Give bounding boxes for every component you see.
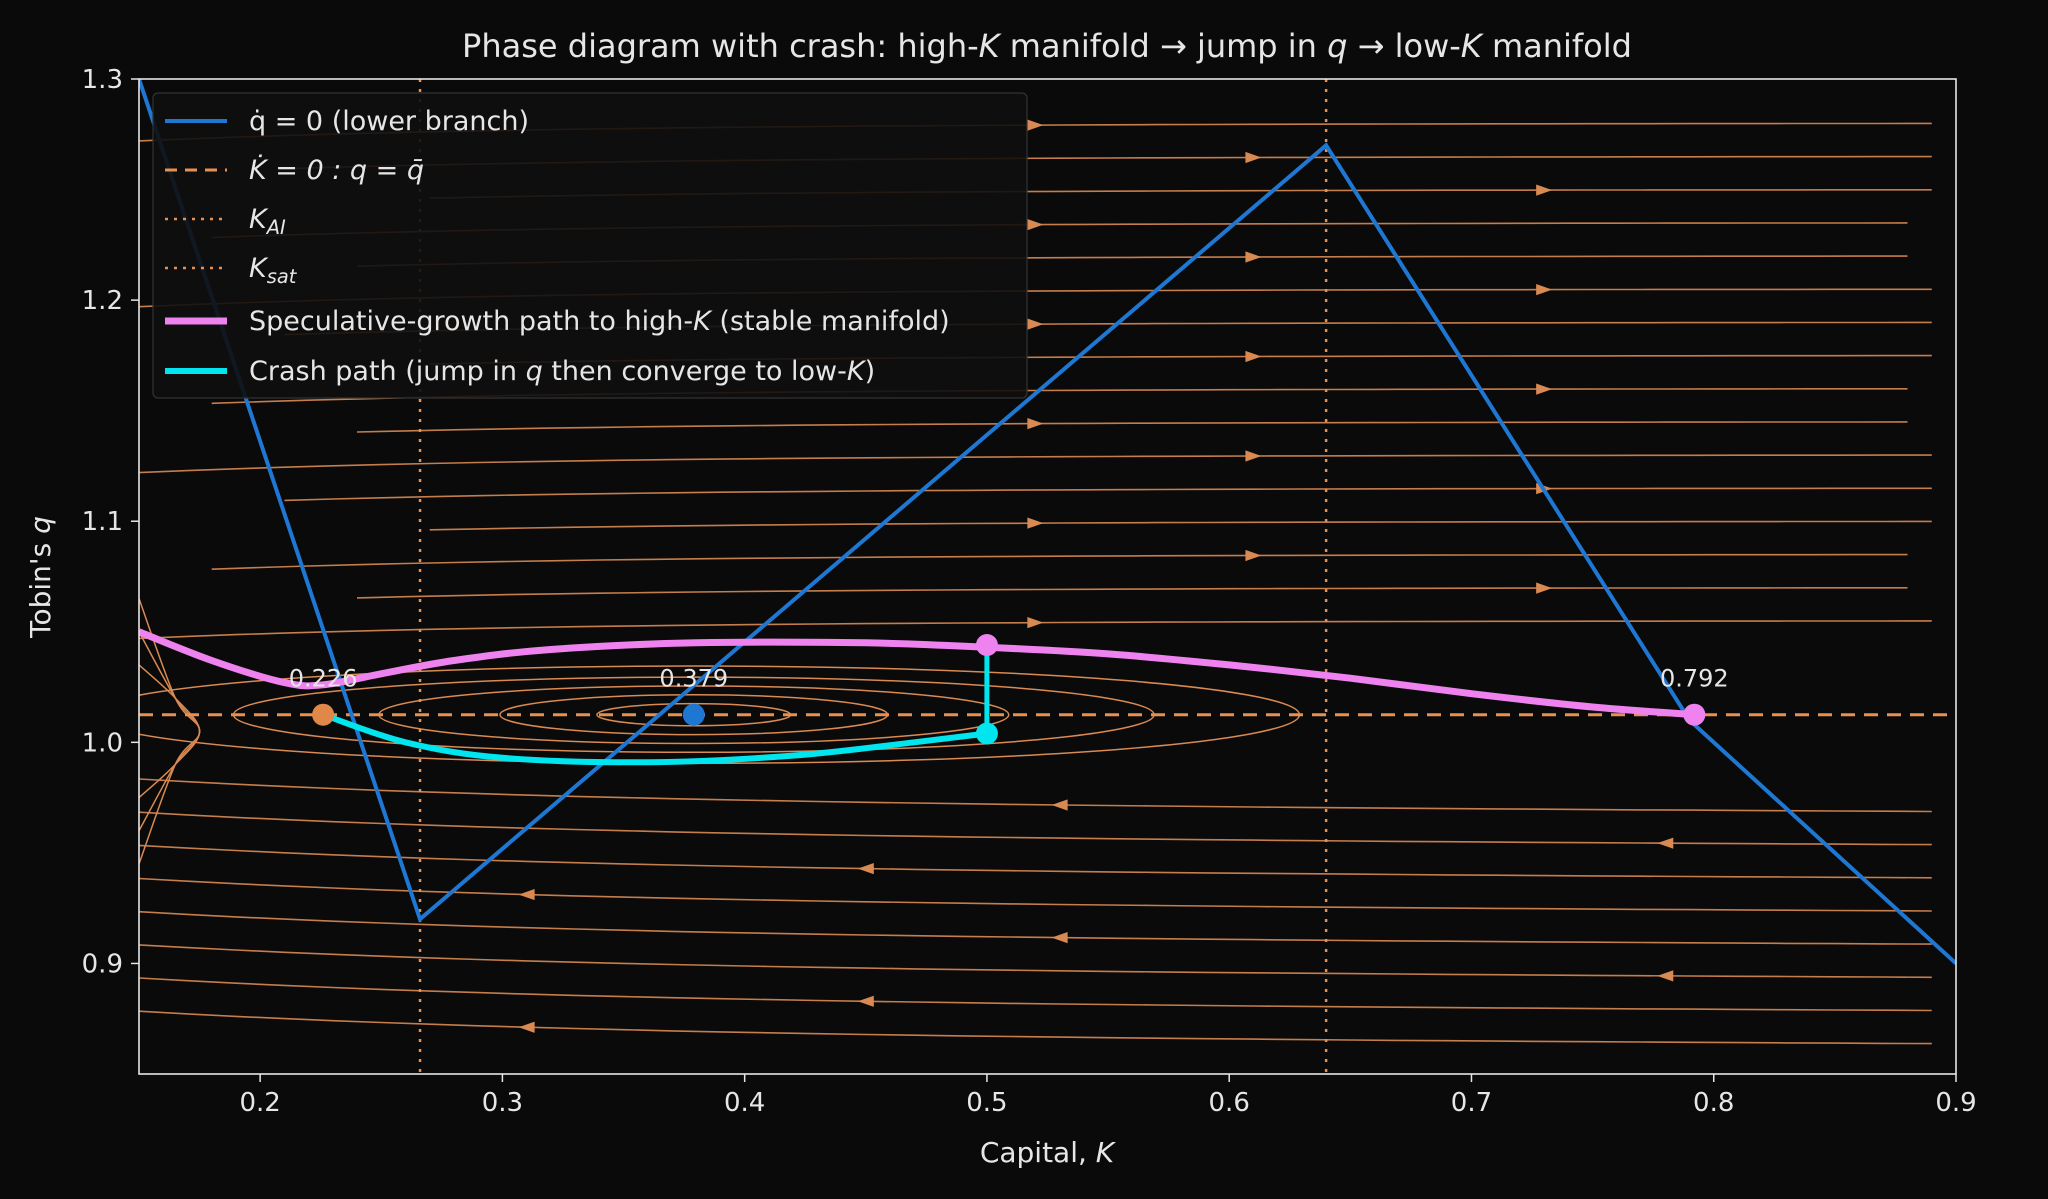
equilibrium-point (1683, 703, 1706, 726)
equilibrium-point (312, 703, 335, 726)
stream-arrow (1051, 932, 1068, 944)
stream-arrow (518, 1021, 535, 1033)
reference-lines (139, 79, 1956, 1074)
stream-arrow (857, 995, 874, 1007)
legend: q̇ = 0 (lower branch) K̇ = 0 : q = q̄ KAI K… (152, 92, 1028, 399)
y-tick-label: 1.1 (82, 507, 123, 537)
y-axis-label: Tobin's q (24, 516, 57, 639)
stream-arrow (1027, 219, 1044, 231)
stream-arrow (1536, 582, 1553, 594)
stream-arrow (1027, 418, 1044, 430)
x-tick-label: 0.6 (1209, 1088, 1250, 1118)
legend-label: Crash path (jump in q then converge to l… (249, 356, 875, 387)
streamline (139, 1010, 1932, 1045)
x-tick-label: 0.4 (724, 1088, 765, 1118)
legend-label: K̇ = 0 : q = q̄ (249, 154, 424, 186)
streamline (139, 944, 1932, 979)
crash-convergence-path (322, 711, 988, 766)
stream-arrow (1027, 318, 1044, 330)
streamline (139, 454, 1932, 474)
stream-arrow (1245, 251, 1262, 263)
stream-arrow (857, 863, 874, 875)
y-tick-label: 0.9 (82, 949, 123, 979)
equilibrium-label: 0.379 (659, 665, 728, 693)
stream-arrow (1657, 837, 1674, 849)
stream-arrow (518, 888, 535, 901)
stream-arrow (1536, 184, 1553, 196)
legend-label: Ksat (249, 253, 298, 288)
x-axis-ticks: 0.2 0.3 0.4 0.5 0.6 0.7 0.8 0.9 (239, 1074, 1977, 1118)
streamline (211, 553, 1908, 570)
chart-title: Phase diagram with crash: high-K manifol… (462, 27, 1632, 65)
streamline (139, 844, 1932, 879)
stream-arrow (1536, 383, 1553, 395)
stream-arrow (1657, 970, 1674, 982)
stream-arrow (1027, 617, 1044, 629)
stream-arrow (1245, 151, 1262, 164)
equilibrium-label: 0.226 (289, 665, 358, 693)
equilibrium-points: 0.226 0.379 0.792 (289, 634, 1729, 745)
legend-label: q̇ = 0 (lower branch) (249, 106, 529, 137)
legend-label: Speculative-growth path to high-K (stabl… (249, 306, 950, 337)
streamline (139, 778, 1932, 813)
plot-frame (138, 78, 1957, 1075)
stream-arrow (1027, 517, 1044, 529)
x-tick-label: 0.2 (239, 1088, 280, 1118)
stream-arrow (1536, 284, 1553, 296)
equilibrium-label: 0.792 (1660, 665, 1729, 693)
y-tick-label: 1.3 (82, 65, 123, 95)
y-tick-label: 1.2 (82, 286, 123, 316)
speculative-growth-path (139, 628, 1695, 719)
x-tick-label: 0.7 (1451, 1088, 1492, 1118)
streamline (429, 520, 1932, 531)
x-axis-label: Capital, K (980, 1136, 1117, 1169)
streamline (139, 877, 1932, 912)
x-tick-label: 0.5 (966, 1088, 1007, 1118)
legend-label: KAI (249, 204, 286, 239)
y-tick-label: 1.0 (82, 728, 123, 758)
streamline (139, 977, 1932, 1012)
streamline (139, 811, 1932, 846)
equilibrium-point (682, 703, 705, 726)
y-axis-ticks: 0.9 1.0 1.1 1.2 1.3 (82, 65, 139, 979)
stream-arrow (1245, 350, 1262, 363)
x-tick-label: 0.9 (1935, 1088, 1976, 1118)
x-tick-label: 0.3 (482, 1088, 523, 1118)
stream-arrow (1245, 450, 1262, 462)
streamline (139, 598, 201, 865)
streamline (284, 487, 1932, 502)
qdot-zero-branch-line (139, 79, 1956, 965)
streamline (356, 587, 1908, 599)
legend-box (152, 92, 1028, 399)
path-marker (975, 722, 998, 745)
stream-arrow (1051, 799, 1068, 811)
streamline (139, 910, 1932, 945)
stream-arrow (1245, 549, 1262, 562)
stream-arrow (1027, 119, 1044, 131)
x-tick-label: 0.8 (1693, 1088, 1734, 1118)
series-lines (139, 79, 1956, 965)
path-marker (975, 634, 998, 657)
streamline (356, 421, 1908, 433)
